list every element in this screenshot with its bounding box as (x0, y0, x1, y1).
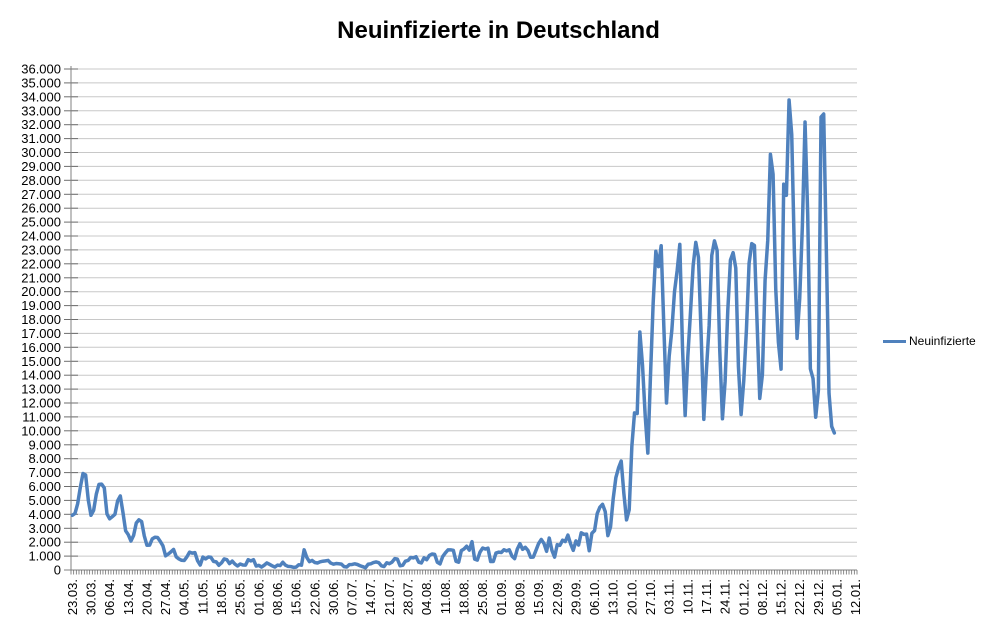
x-axis-label: 21.07. (382, 579, 397, 615)
x-axis-label: 18.05. (214, 579, 229, 615)
y-axis-label: 14.000 (21, 368, 61, 383)
y-axis-label: 32.000 (21, 117, 61, 132)
x-axis-label: 11.05. (195, 579, 210, 614)
x-minor-ticks (70, 570, 858, 575)
y-axis-label: 9.000 (28, 437, 61, 452)
x-axis-label: 11.08. (438, 579, 453, 614)
y-axis-label: 19.000 (21, 298, 61, 313)
x-axis-labels: 23.03. 30.03. 06.04. 13.04. 20.04. 27.04. 04.0… (65, 579, 863, 615)
x-axis-label: 22.06. (307, 579, 322, 615)
y-axis-label: 24.000 (21, 229, 61, 244)
y-axis-label: 11.000 (22, 409, 61, 424)
y-axis-label: 33.000 (21, 103, 61, 118)
x-axis-label: 10.11. (680, 579, 695, 614)
x-axis-label: 28.07. (401, 579, 416, 615)
x-axis-label: 08.06. (270, 579, 285, 615)
x-axis-label: 12.01. (848, 579, 863, 615)
x-axis-label: 15.06. (289, 579, 304, 615)
x-axis-label: 01.09. (494, 579, 509, 615)
legend-label: Neuinfizierte (909, 334, 976, 348)
y-axis-label: 3.000 (28, 521, 61, 536)
y-axis-label: 29.000 (21, 159, 61, 174)
y-axis-label: 6.000 (28, 479, 61, 494)
x-axis-label: 06.10. (587, 579, 602, 615)
x-axis-label: 03.11. (662, 579, 677, 614)
y-axis-label: 26.000 (21, 201, 61, 216)
x-axis-label: 13.04. (121, 579, 136, 615)
x-axis-label: 04.05. (177, 579, 192, 615)
y-axis: 01.0002.0003.0004.0005.0006.0007.0008.00… (21, 62, 78, 578)
y-axis-label: 35.000 (21, 75, 61, 90)
y-axis-label: 23.000 (21, 242, 61, 257)
y-axis-label: 27.000 (21, 187, 61, 202)
x-axis-label: 22.09. (550, 579, 565, 615)
y-axis-label: 0 (54, 563, 61, 578)
series-line (70, 98, 837, 570)
x-axis-label: 20.04. (139, 579, 154, 615)
y-gridlines (71, 68, 857, 557)
y-axis-label: 1.000 (28, 549, 61, 564)
x-axis-label: 15.12. (774, 579, 789, 615)
y-axis-label: 17.000 (21, 326, 61, 341)
y-axis-label: 31.000 (21, 131, 61, 146)
x-axis-label: 13.10. (606, 579, 621, 615)
x-axis-label: 29.12. (811, 579, 826, 615)
chart-title: Neuinfizierte in Deutschland (337, 17, 660, 44)
x-axis-label: 30.06. (326, 579, 341, 615)
x-axis-label: 30.03. (84, 579, 99, 615)
y-axis-label: 13.000 (21, 382, 61, 397)
y-axis-label: 2.000 (28, 535, 61, 550)
y-axis-label: 15.000 (21, 354, 61, 369)
x-axis-label: 01.12. (736, 579, 751, 615)
x-axis-label: 04.08. (419, 579, 434, 615)
y-axis-label: 20.000 (21, 284, 61, 299)
x-axis-label: 15.09. (531, 579, 546, 615)
y-axis-label: 10.000 (21, 423, 61, 438)
y-axis-label: 18.000 (21, 312, 61, 327)
y-axis-label: 21.000 (21, 270, 61, 285)
x-axis-label: 08.12. (755, 579, 770, 615)
y-axis-label: 12.000 (21, 396, 61, 411)
x-axis-label: 17.11. (699, 579, 714, 614)
x-axis-label: 01.06. (251, 579, 266, 615)
y-axis-label: 7.000 (28, 465, 61, 480)
x-axis-label: 27.04. (158, 579, 173, 615)
legend-line-swatch (883, 339, 906, 343)
x-axis-label: 14.07. (363, 579, 378, 615)
y-axis-label: 4.000 (28, 507, 61, 522)
x-axis-label: 07.07. (345, 579, 360, 615)
x-axis-label: 25.05. (233, 579, 248, 615)
y-axis-label: 28.000 (21, 173, 61, 188)
y-axis-label: 30.000 (21, 145, 61, 160)
y-axis-label: 16.000 (21, 340, 61, 355)
y-axis-label: 8.000 (28, 451, 61, 466)
y-axis-label: 5.000 (28, 493, 61, 508)
x-axis-label: 23.03. (65, 579, 80, 615)
x-axis-label: 08.09. (513, 579, 528, 615)
x-axis-label: 25.08. (475, 579, 490, 615)
x-axis-label: 24.11. (718, 579, 733, 614)
y-axis-label: 34.000 (21, 89, 61, 104)
x-axis-label: 20.10. (624, 579, 639, 615)
y-axis-label: 25.000 (21, 215, 61, 230)
y-axis-label: 36.000 (21, 62, 61, 77)
x-axis-label: 18.08. (457, 579, 472, 615)
x-axis-label: 22.12. (792, 579, 807, 615)
y-axis-label: 22.000 (21, 256, 61, 271)
x-axis-label: 27.10. (643, 579, 658, 615)
x-axis-label: 29.09. (568, 579, 583, 615)
x-axis-label: 05.01. (830, 579, 845, 615)
x-axis-label: 06.04. (102, 579, 117, 615)
legend: Neuinfizierte (883, 334, 976, 348)
